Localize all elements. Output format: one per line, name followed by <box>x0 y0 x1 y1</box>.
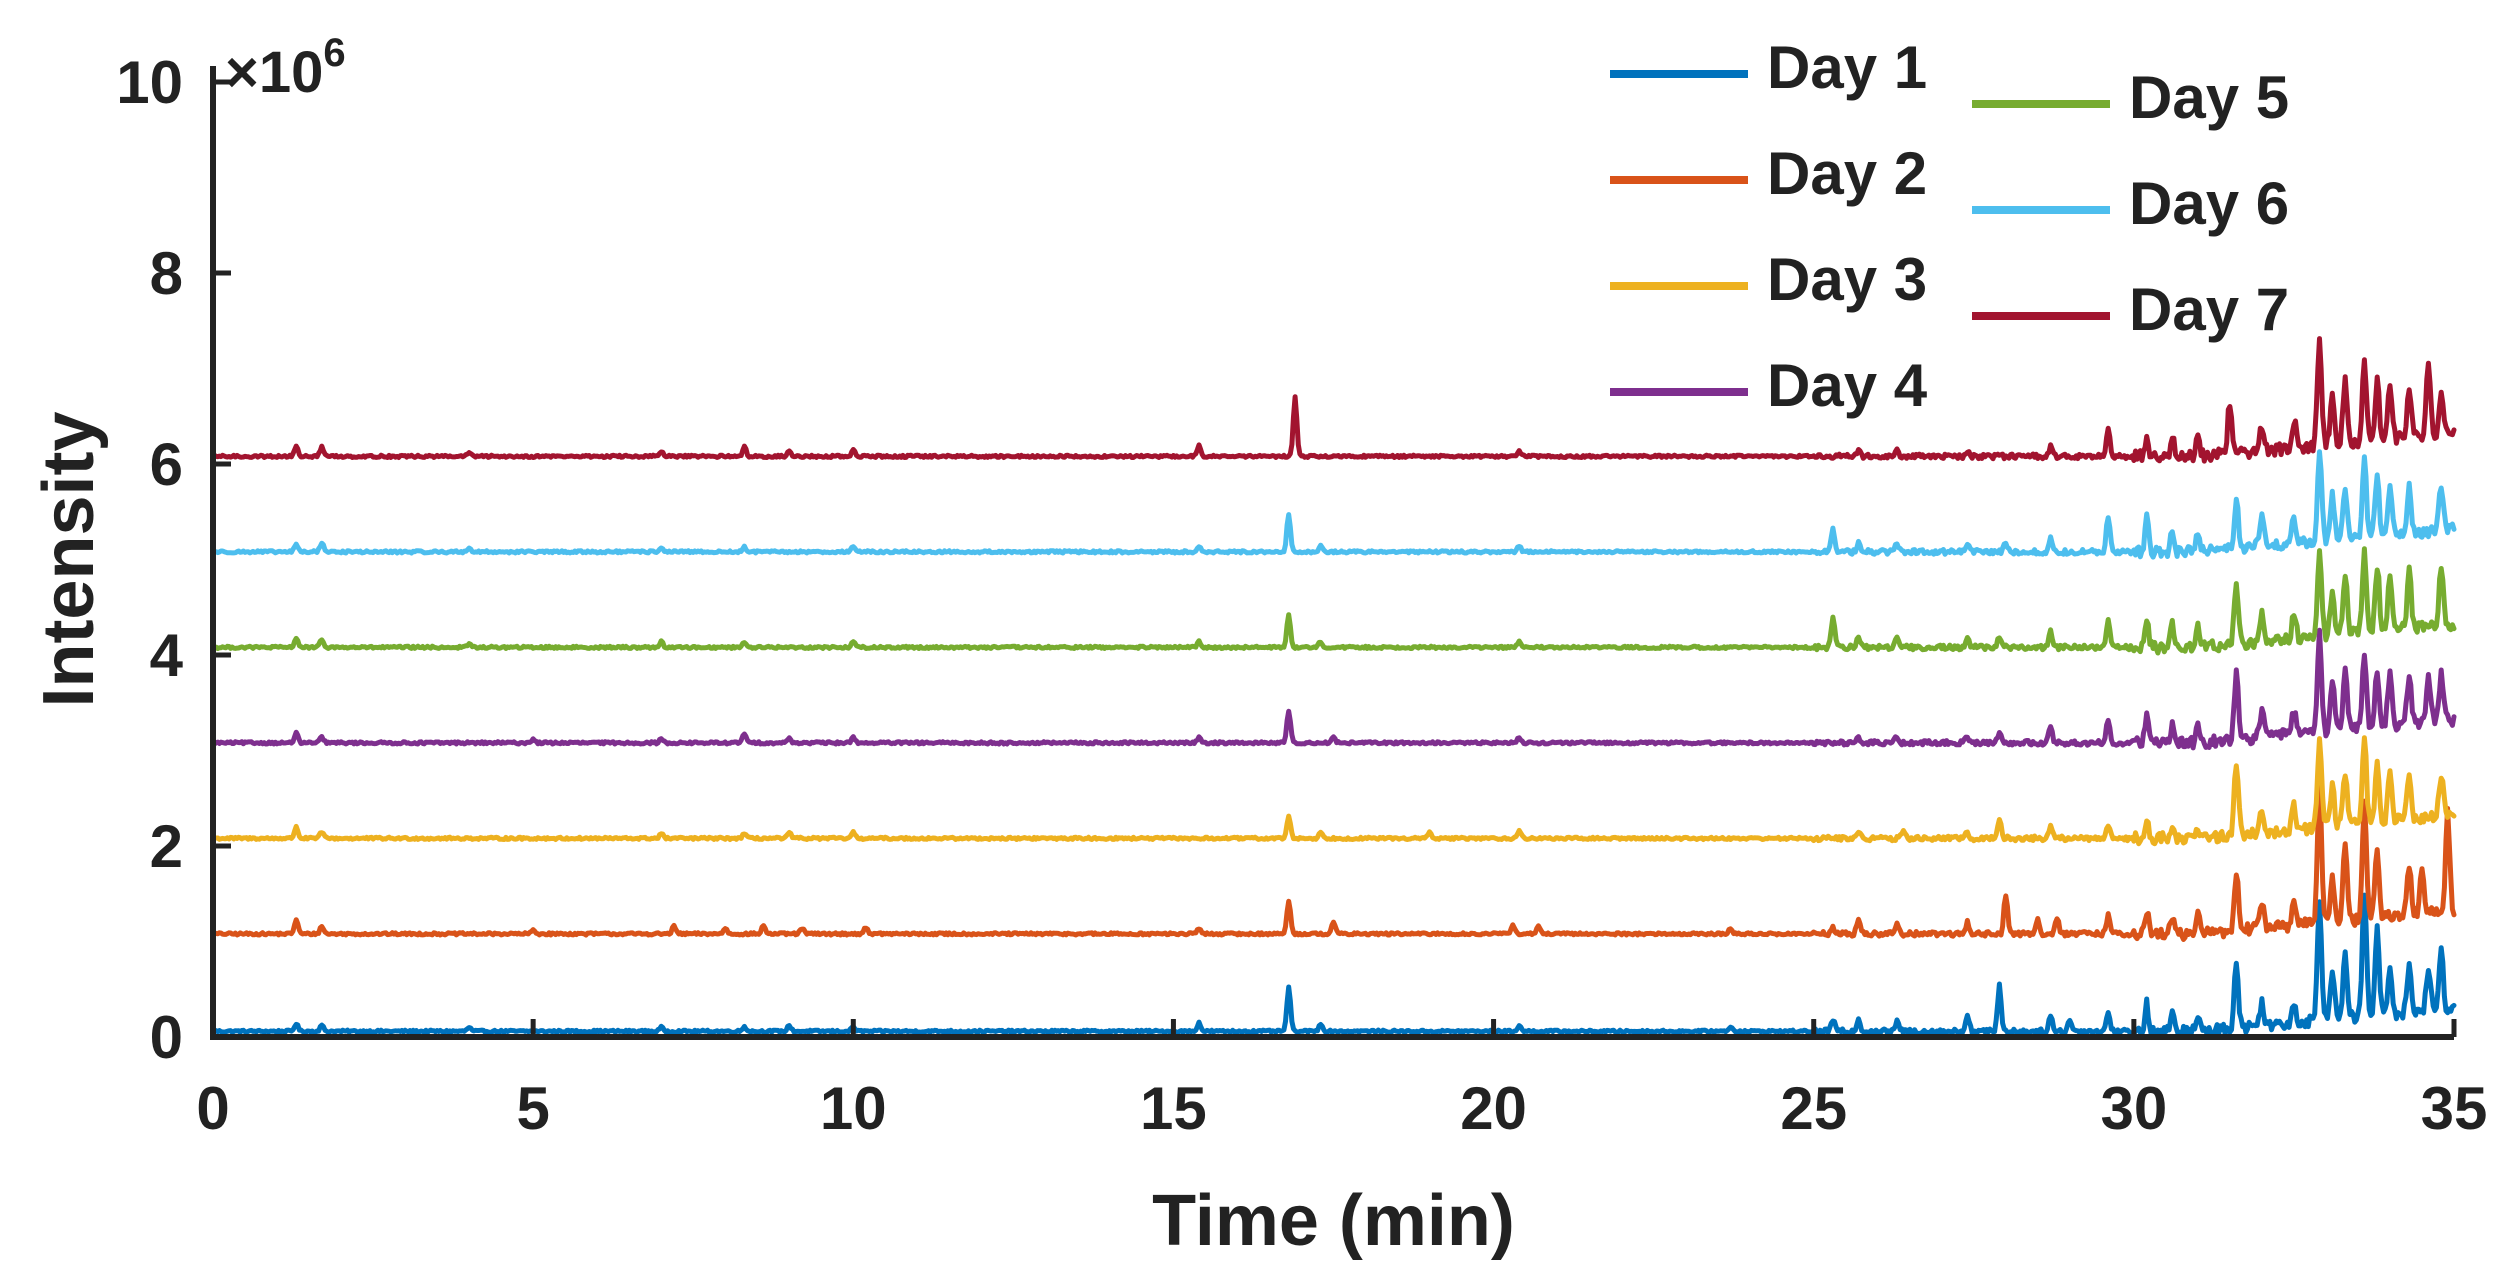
y-tick-label: 2 <box>150 813 183 880</box>
x-tick-label: 25 <box>1780 1075 1847 1142</box>
legend-label: Day 1 <box>1767 34 1927 101</box>
series-line-day-3 <box>210 735 2457 847</box>
x-tick-label: 30 <box>2100 1075 2167 1142</box>
y-axis-ticks: 0 2 4 6 8 10 <box>116 49 231 1071</box>
series-line-day-4 <box>210 627 2457 751</box>
y-axis-multiplier: ×106 <box>225 31 346 105</box>
legend-entry: Day 3 <box>1610 246 1927 313</box>
series-line-day-2 <box>210 777 2457 942</box>
legend-entry: Day 4 <box>1610 352 1928 419</box>
legend-entry: Day 2 <box>1610 140 1927 207</box>
legend-entry: Day 5 <box>1972 64 2289 131</box>
y-tick-label: 4 <box>150 622 184 689</box>
x-tick-label: 20 <box>1460 1075 1527 1142</box>
legend-label: Day 7 <box>2129 276 2289 343</box>
legend-label: Day 3 <box>1767 246 1927 313</box>
x-tick-label: 5 <box>516 1075 549 1142</box>
legend-entry: Day 7 <box>1972 276 2289 343</box>
series-line-day-7 <box>210 336 2457 464</box>
y-axis-label: Intensity <box>29 411 109 707</box>
y-tick-label: 10 <box>116 49 183 116</box>
series-line-day-5 <box>210 546 2457 656</box>
legend-label: Day 4 <box>1767 352 1928 419</box>
legend: Day 1 Day 2 Day 3 Day 4 Day 5 Day 6 Day 7 <box>1610 34 2289 419</box>
y-multiplier-base: ×10 <box>225 40 323 105</box>
axes-layer: 0 5 10 15 20 25 30 35 0 2 4 6 8 10 <box>116 49 2487 1142</box>
x-axis-label: Time (min) <box>1152 1181 1515 1261</box>
legend-label: Day 6 <box>2129 170 2289 237</box>
legend-label: Day 2 <box>1767 140 1927 207</box>
series-line-day-6 <box>210 449 2457 560</box>
legend-label: Day 5 <box>2129 64 2289 131</box>
y-tick-label: 6 <box>150 431 183 498</box>
x-tick-label: 15 <box>1140 1075 1207 1142</box>
y-multiplier-exponent: 6 <box>323 31 345 75</box>
series-layer <box>210 336 2457 1040</box>
y-tick-label: 0 <box>150 1004 183 1071</box>
legend-entry: Day 6 <box>1972 170 2289 237</box>
x-axis-ticks: 0 5 10 15 20 25 30 35 <box>196 1019 2487 1142</box>
series-line-day-1 <box>210 892 2457 1040</box>
x-tick-label: 35 <box>2421 1075 2488 1142</box>
y-tick-label: 8 <box>150 240 183 307</box>
legend-entry: Day 1 <box>1610 34 1927 101</box>
x-tick-label: 10 <box>820 1075 887 1142</box>
x-tick-label: 0 <box>196 1075 229 1142</box>
